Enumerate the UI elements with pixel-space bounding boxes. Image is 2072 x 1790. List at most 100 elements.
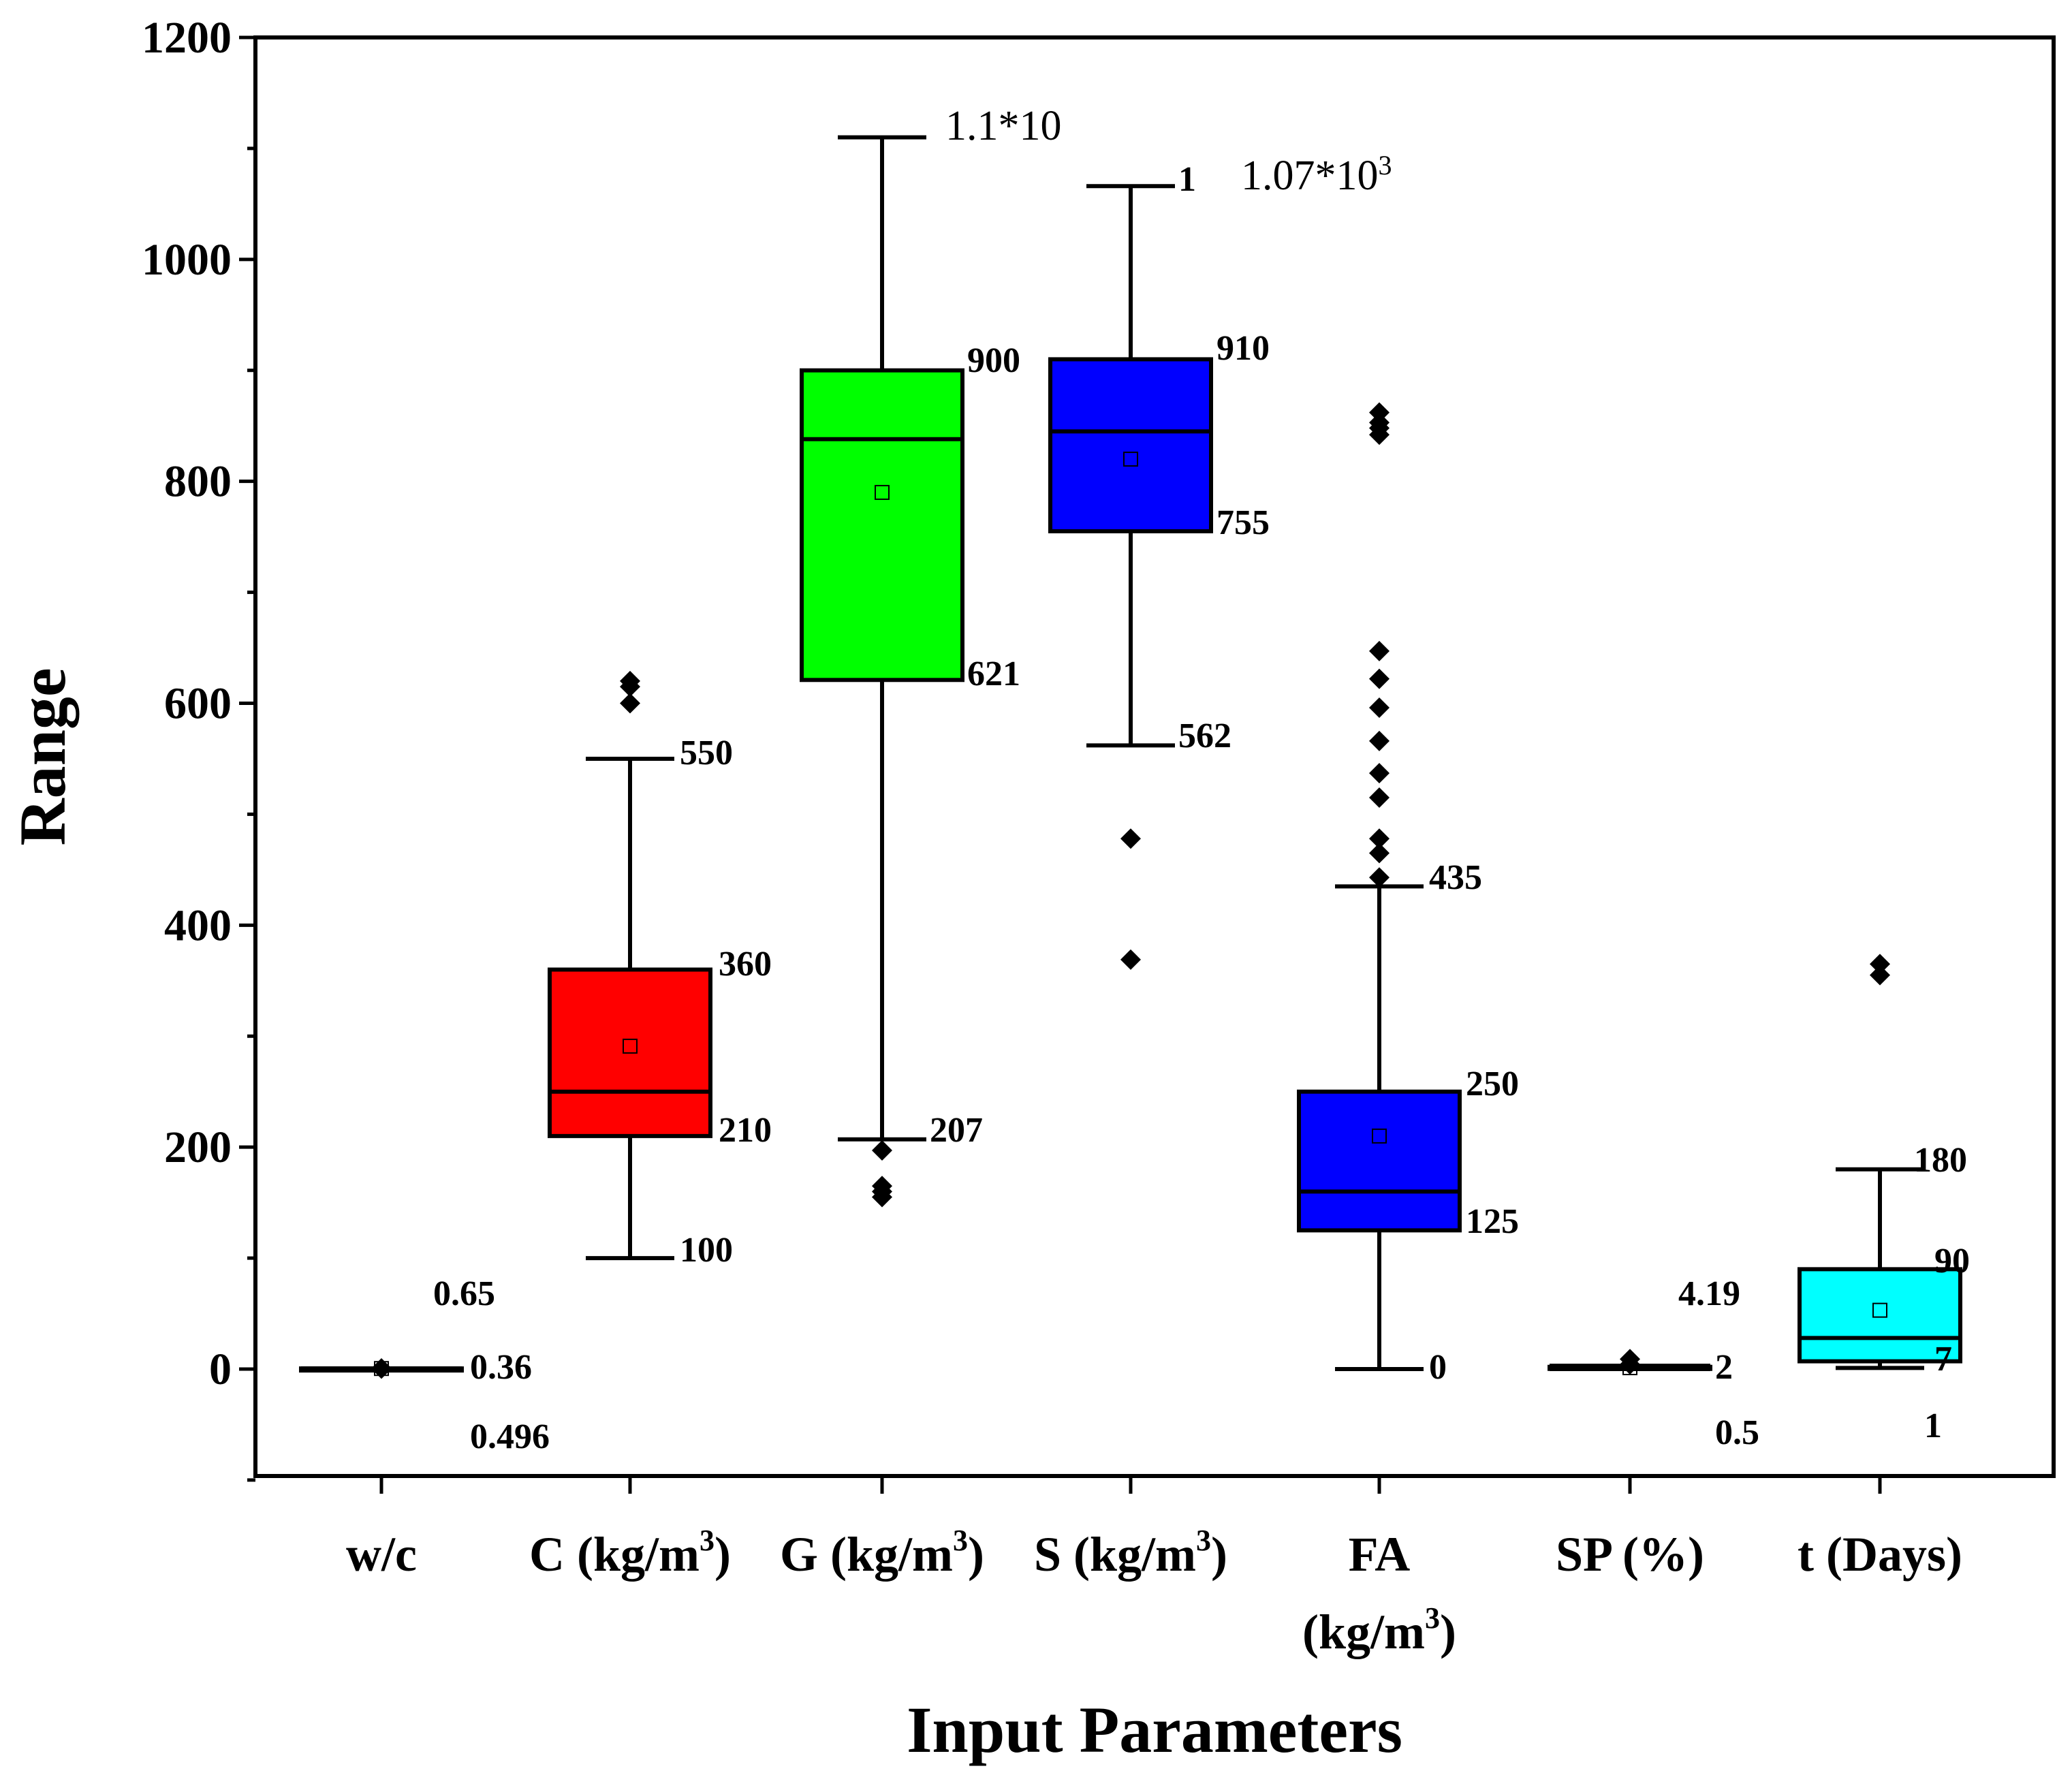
outlier-point [1369, 787, 1390, 808]
x-category-label-line2: (kg/m3) [1302, 1601, 1456, 1659]
x-category-label: C (kg/m3) [529, 1524, 731, 1582]
x-category-sup: 3 [953, 1524, 968, 1557]
x-category-main: SP (%) [1556, 1527, 1704, 1582]
x-category-label: SP (%) [1556, 1527, 1704, 1582]
value-annotation: 562 [1178, 717, 1231, 755]
x-category-line2-text: (kg/m [1302, 1605, 1425, 1659]
value-annotation: 621 [967, 655, 1020, 693]
outlier-point [371, 1357, 392, 1379]
value-annotation: 250 [1466, 1065, 1519, 1103]
y-tick-label: 0 [209, 1345, 232, 1394]
outlier-point [1369, 697, 1390, 719]
value-annotation: 4.19 [1678, 1274, 1740, 1313]
outlier-point [1870, 964, 1890, 986]
box-group: 1.1*10 900 621 207 [800, 103, 1062, 1208]
value-annotation: 0.496 [470, 1417, 550, 1456]
outlier-point [1369, 867, 1390, 888]
x-category-main: t (Days) [1798, 1527, 1962, 1582]
outlier-point [620, 693, 640, 714]
value-annotation: 1.1*10 [945, 103, 1062, 149]
y-tick-label: 200 [164, 1122, 232, 1172]
box-group: 550 360 210 100 [548, 670, 772, 1270]
value-annotation: 1 [1924, 1407, 1942, 1445]
box-group: 4.19 2 0.5 [1548, 1274, 1759, 1452]
value-annotation: 100 [680, 1231, 733, 1270]
x-category-tail: ) [1211, 1527, 1227, 1582]
extra-annotation-sup: 3 [1379, 150, 1392, 180]
y-tick-label: 600 [164, 679, 232, 729]
value-annotation: 360 [719, 945, 772, 984]
box-series: 0.650.360.4965503602101001.1*10900621207… [299, 103, 1970, 1456]
x-category-main: w/c [346, 1527, 417, 1582]
y-tick-label: 800 [164, 457, 232, 507]
y-axis-title: Range [6, 668, 79, 845]
x-category-label: FA [1349, 1527, 1411, 1582]
box-group: 0.65 0.36 0.496 [299, 1274, 550, 1456]
value-annotation: 755 [1216, 503, 1270, 542]
x-category-sup: 3 [1196, 1524, 1211, 1557]
value-annotation: 435 [1429, 858, 1482, 897]
outlier-point [1369, 763, 1390, 784]
mean-marker [1872, 1302, 1887, 1318]
value-annotation: 900 [967, 341, 1020, 380]
x-category-sup: 3 [700, 1524, 715, 1557]
x-category-label: S (kg/m3) [1034, 1524, 1227, 1582]
value-annotation: 550 [680, 734, 733, 772]
y-tick-label: 1200 [142, 13, 232, 63]
box-iqr [1297, 1089, 1462, 1233]
outlier-point [1120, 949, 1141, 970]
mean-marker [1372, 1128, 1387, 1144]
x-category-tail: ) [1440, 1605, 1456, 1659]
box-group: 1 910 755 562 [1048, 160, 1270, 970]
value-annotation: 0.36 [470, 1348, 532, 1387]
extra-annotation: 1.07*103 [1241, 150, 1392, 199]
x-category-main: G (kg/m [780, 1527, 953, 1582]
x-axis-labels: w/c C (kg/m3) G (kg/m3) S (kg/m3) FA(kg/m3)S… [346, 1476, 1962, 1659]
outlier-point [1369, 843, 1390, 864]
value-annotation: 210 [719, 1111, 772, 1150]
y-axis-ticks: 0 200 400 600 800 1000 1200 [142, 13, 255, 1482]
outlier-point [1369, 640, 1390, 661]
y-tick-label: 400 [164, 900, 232, 950]
x-category-main: FA [1349, 1527, 1411, 1582]
x-category-tail: ) [968, 1527, 984, 1582]
x-category-main: S (kg/m [1034, 1527, 1196, 1582]
value-annotation: 0 [1429, 1348, 1447, 1387]
value-annotation: 125 [1466, 1202, 1519, 1241]
box-group: 435 250 125 0 [1297, 402, 1519, 1387]
outlier-point [620, 670, 640, 691]
value-annotation: 180 [1914, 1141, 1967, 1180]
outlier-point [872, 1187, 892, 1208]
outlier-point [872, 1140, 892, 1161]
value-annotation: 910 [1216, 329, 1270, 368]
box-iqr [800, 368, 964, 682]
y-tick-label: 1000 [142, 235, 232, 285]
outlier-point [1369, 402, 1390, 423]
x-category-label: t (Days) [1798, 1527, 1962, 1582]
value-annotation: 0.5 [1715, 1413, 1759, 1452]
value-annotation: 0.65 [433, 1274, 495, 1313]
value-annotation: 207 [930, 1111, 983, 1150]
outlier-point [1120, 828, 1141, 849]
extra-annotation-text: 1.07*10 [1241, 153, 1379, 199]
box-iqr [1798, 1267, 1962, 1364]
value-annotation: 90 [1934, 1242, 1970, 1281]
mean-marker [875, 484, 890, 500]
box-iqr [1048, 357, 1213, 533]
outlier-point [1870, 954, 1890, 975]
value-annotation: 2 [1715, 1348, 1733, 1387]
x-category-main: C (kg/m [529, 1527, 700, 1582]
x-category-label: w/c [346, 1527, 417, 1582]
x-category-tail: ) [715, 1527, 731, 1582]
mean-marker [1123, 452, 1138, 467]
x-category-sup: 3 [1425, 1601, 1440, 1635]
mean-marker [623, 1038, 638, 1054]
x-axis-title: Input Parameters [907, 1693, 1402, 1766]
outlier-point [1620, 1349, 1640, 1370]
x-category-label: G (kg/m3) [780, 1524, 984, 1582]
outlier-point [1369, 828, 1390, 849]
outlier-point [1369, 668, 1390, 689]
outlier-point [1369, 730, 1390, 751]
value-annotation: 1 [1178, 160, 1196, 199]
